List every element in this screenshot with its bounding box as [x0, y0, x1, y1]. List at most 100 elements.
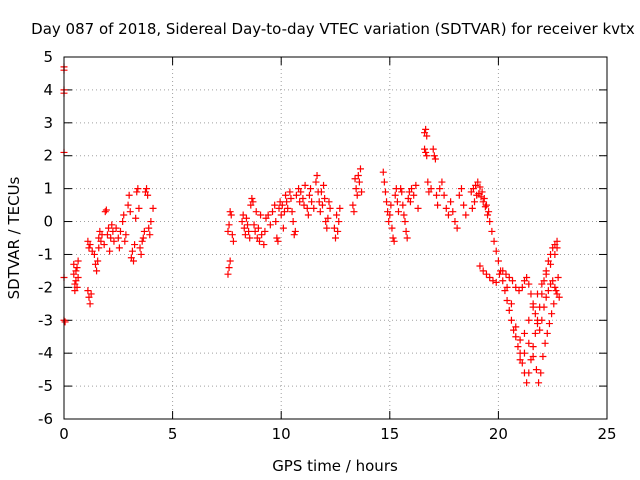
data-point: [138, 237, 146, 245]
data-point: [149, 204, 157, 212]
chart-title: Day 087 of 2018, Sidereal Day-to-day VTE…: [31, 20, 635, 38]
data-point: [503, 297, 511, 305]
data-point: [436, 185, 444, 193]
data-point: [516, 356, 524, 364]
data-point: [140, 227, 148, 235]
data-point: [257, 211, 265, 219]
data-point: [512, 323, 520, 331]
x-axis-ticks: 0 5 10 15 20 25: [59, 57, 617, 443]
data-point: [527, 290, 535, 298]
data-point: [72, 267, 80, 275]
data-point: [509, 277, 517, 285]
data-point: [228, 231, 236, 239]
data-point: [495, 270, 503, 278]
data-point: [330, 224, 338, 232]
data-point: [388, 224, 396, 232]
data-point: [553, 237, 561, 245]
data-point: [494, 257, 502, 265]
data-point: [512, 283, 520, 291]
data-point: [553, 244, 561, 252]
data-point: [86, 241, 94, 249]
data-point: [533, 320, 541, 328]
data-point: [312, 178, 320, 186]
data-point: [258, 231, 266, 239]
data-point: [542, 270, 550, 278]
data-point: [241, 231, 249, 239]
data-point: [541, 339, 549, 347]
data-point: [310, 204, 318, 212]
x-tick-label: 15: [380, 425, 399, 443]
data-point: [119, 218, 127, 226]
y-tick-label: 2: [43, 147, 53, 165]
data-point: [552, 287, 560, 295]
data-point: [531, 329, 539, 337]
data-point: [87, 290, 95, 298]
data-point: [538, 316, 546, 324]
data-point: [400, 211, 408, 219]
data-point: [291, 227, 299, 235]
data-point: [114, 234, 122, 242]
data-point: [273, 234, 281, 242]
data-point: [548, 310, 556, 318]
data-point: [427, 185, 435, 193]
data-point: [397, 185, 405, 193]
plot-area-border: [63, 56, 608, 420]
data-point: [551, 283, 559, 291]
data-point: [299, 195, 307, 203]
data-point: [554, 273, 562, 281]
data-point: [518, 283, 526, 291]
data-point: [146, 231, 154, 239]
data-point: [391, 191, 399, 199]
data-point: [535, 379, 543, 387]
data-point: [545, 320, 553, 328]
data-point: [350, 208, 358, 216]
data-point: [248, 195, 256, 203]
data-point: [274, 237, 282, 245]
data-point: [115, 244, 123, 252]
data-point: [394, 208, 402, 216]
data-point: [313, 171, 321, 179]
data-point: [107, 234, 115, 242]
data-point: [271, 201, 279, 209]
data-point: [275, 204, 283, 212]
data-point: [386, 211, 394, 219]
data-point: [84, 287, 92, 295]
data-point: [520, 349, 528, 357]
data-point: [525, 280, 533, 288]
data-point: [325, 198, 333, 206]
data-point: [260, 241, 268, 249]
data-point: [103, 231, 111, 239]
data-point: [106, 247, 114, 255]
data-point: [523, 273, 531, 281]
y-axis-label: SDTVAR / TECUs: [5, 176, 23, 299]
data-point: [507, 316, 515, 324]
y-tick-label: -4: [38, 344, 53, 362]
data-point: [97, 237, 105, 245]
data-point: [73, 264, 81, 272]
data-point: [393, 198, 401, 206]
data-point: [85, 244, 93, 252]
data-point: [130, 257, 138, 265]
data-point: [225, 221, 233, 229]
data-point: [282, 191, 290, 199]
data-point: [324, 214, 332, 222]
data-point: [304, 211, 312, 219]
data-point: [316, 208, 324, 216]
data-point: [486, 218, 494, 226]
data-point: [398, 188, 406, 196]
data-point: [379, 168, 387, 176]
data-point: [290, 231, 298, 239]
data-point: [277, 211, 285, 219]
data-point: [531, 310, 539, 318]
data-point: [100, 241, 108, 249]
data-point: [226, 257, 234, 265]
x-tick-label: 25: [597, 425, 616, 443]
data-point: [462, 211, 470, 219]
data-point: [476, 262, 484, 270]
y-tick-label: 0: [43, 213, 53, 231]
data-point: [73, 283, 81, 291]
data-point: [134, 185, 142, 193]
data-point: [226, 208, 234, 216]
data-point: [505, 306, 513, 314]
